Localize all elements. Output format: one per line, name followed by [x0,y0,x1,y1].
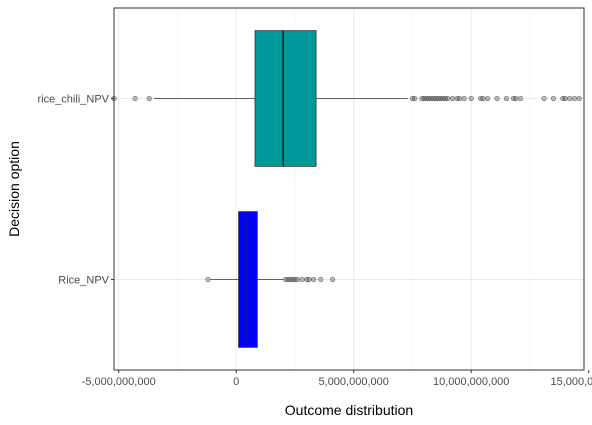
outlier-point [576,95,582,102]
x-tick-label: -5,000,000,000 [82,376,156,388]
outlier-point [468,95,474,102]
x-tick-label: 15,000,000,000 [550,376,592,388]
outlier-point [132,95,138,102]
outlier-point [306,276,312,283]
outlier-point [205,276,211,283]
outlier-point [485,95,491,102]
y-axis: rice_chili_NPV Rice_NPV [37,94,114,287]
box-layer [111,30,582,348]
outlier-point [494,95,500,102]
outlier-point [503,95,510,102]
outlier-point [294,276,300,283]
outlier-point [480,95,486,102]
x-axis: -5,000,000,000 0 5,000,000,000 10,000,000,0… [82,370,592,388]
outlier-point [562,95,568,102]
panel-border [113,7,585,371]
outlier-point [412,95,418,102]
outlier-point [456,95,463,102]
outlier-point [513,95,519,102]
outlier-point [541,95,547,102]
outlier-point [445,95,451,102]
outlier-point [517,95,524,102]
y-tick-label: Rice_NPV [58,275,109,287]
outlier-point [461,95,467,102]
panel-background [114,8,584,370]
outlier-point [311,276,317,283]
box-iqr [238,211,258,348]
x-axis-title: Outcome distribution [285,402,413,418]
box-iqr [254,30,317,167]
outlier-point [329,276,336,283]
y-tick-label: rice_chili_NPV [37,94,109,106]
outlier-point [567,95,573,102]
outlier-point [571,95,578,102]
outlier-point [550,95,557,102]
outlier-point [449,95,456,102]
x-tick-label: 0 [233,376,239,388]
x-tick-label: 5,000,000,000 [319,376,389,388]
outlier-point [299,276,305,283]
outlier-point [146,95,152,102]
y-axis-title: Decision option [6,141,22,237]
x-tick-label: 10,000,000,000 [433,376,509,388]
outlier-point [318,276,324,283]
